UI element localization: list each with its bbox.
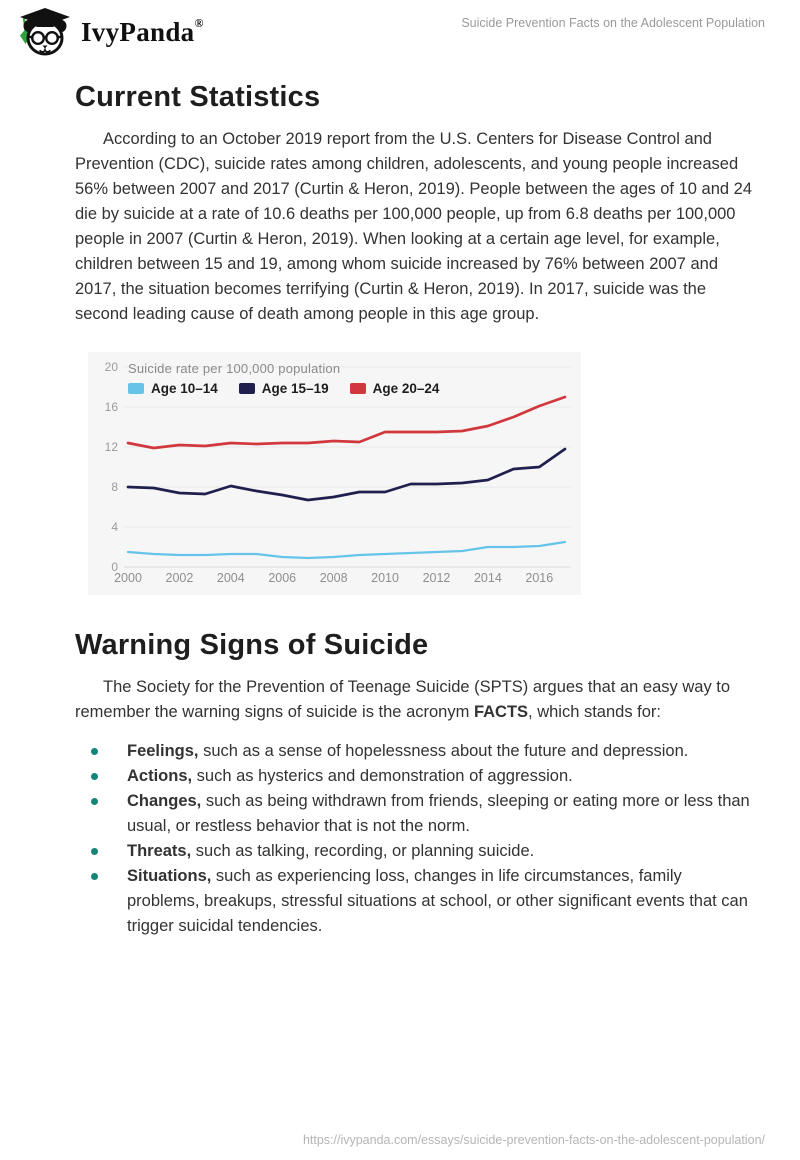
legend-swatch (349, 383, 366, 394)
legend-label: Age 15–19 (261, 381, 329, 396)
svg-text:2006: 2006 (268, 571, 296, 585)
svg-text:16: 16 (105, 400, 119, 414)
list-text: such as hysterics and demonstration of a… (192, 767, 573, 785)
list-term: Changes, (127, 792, 202, 810)
facts-acronym: FACTS (473, 703, 529, 721)
legend-swatch (238, 383, 255, 394)
paragraph-text: , which stands for: (528, 703, 662, 721)
svg-text:8: 8 (111, 480, 118, 494)
list-item-threats: Threats, such as talking, recording, or … (75, 839, 754, 864)
svg-text:2016: 2016 (525, 571, 553, 585)
svg-text:4: 4 (111, 520, 118, 534)
chart-title: Suicide rate per 100,000 population (128, 361, 341, 376)
svg-text:20: 20 (105, 360, 119, 374)
document-title: Suicide Prevention Facts on the Adolesce… (461, 16, 765, 30)
paragraph-warning-signs: The Society for the Prevention of Teenag… (75, 675, 754, 725)
registered-mark: ® (194, 16, 204, 30)
legend-label: Age 10–14 (151, 381, 218, 396)
ivypanda-panda-logo-icon (20, 8, 70, 56)
legend-item-age-15-19: Age 15–19 (238, 381, 329, 396)
list-item-feelings: Feelings, such as a sense of hopelessnes… (75, 739, 754, 764)
bullet-dot (91, 748, 98, 755)
list-term: Threats, (127, 842, 192, 860)
list-item-actions: Actions, such as hysterics and demonstra… (75, 764, 754, 789)
chart-header: Suicide rate per 100,000 population Age … (128, 361, 439, 396)
legend-swatch (128, 383, 144, 394)
bullet-dot (91, 798, 98, 805)
bullet-dot (91, 848, 98, 855)
svg-text:2002: 2002 (166, 571, 194, 585)
bullet-dot (91, 773, 98, 780)
svg-text:2008: 2008 (320, 571, 348, 585)
svg-text:2014: 2014 (474, 571, 502, 585)
chart-plot-area: 0 4 8 12 16 20 2000 2002 2004 2006 2008 2010 2012 201… (105, 360, 571, 585)
paragraph-text: The Society for the Prevention of Teenag… (75, 678, 731, 721)
list-text: such as a sense of hopelessness about th… (198, 742, 689, 760)
heading-warning-signs: Warning Signs of Suicide (75, 629, 429, 661)
list-term: Feelings, (127, 742, 199, 760)
chart-legend: Age 10–14 Age 15–19 Age 20–24 (128, 381, 439, 396)
legend-item-age-10-14: Age 10–14 (128, 381, 218, 396)
source-url: https://ivypanda.com/essays/suicide-prev… (302, 1133, 765, 1147)
list-text: such as experiencing loss, changes in li… (127, 867, 748, 935)
page-header: IvyPanda® Suicide Prevention Facts on th… (0, 0, 800, 58)
facts-list: Feelings, such as a sense of hopelessnes… (75, 739, 754, 939)
legend-item-age-20-24: Age 20–24 (349, 381, 440, 396)
list-term: Actions, (127, 767, 193, 785)
bullet-dot (91, 873, 98, 880)
svg-text:2004: 2004 (217, 571, 245, 585)
brand: IvyPanda® (14, 8, 204, 56)
legend-label: Age 20–24 (372, 381, 440, 396)
page-footer: https://ivypanda.com/essays/suicide-prev… (303, 1133, 765, 1147)
svg-text:0: 0 (111, 560, 118, 574)
svg-text:12: 12 (105, 440, 119, 454)
brand-name: IvyPanda® (81, 16, 204, 47)
svg-text:2000: 2000 (114, 571, 142, 585)
list-item-changes: Changes, such as being withdrawn from fr… (75, 789, 754, 839)
list-text: such as being withdrawn from friends, sl… (127, 792, 750, 835)
content: Current Statistics According to an Octob… (0, 80, 800, 939)
suicide-rate-chart: 0 4 8 12 16 20 2000 2002 2004 2006 2008 2010 2012 201… (88, 352, 581, 595)
list-term: Situations, (127, 867, 212, 885)
svg-text:2012: 2012 (423, 571, 451, 585)
list-item-situations: Situations, such as experiencing loss, c… (75, 864, 754, 939)
paragraph-current-statistics: According to an October 2019 report from… (75, 130, 752, 323)
list-text: such as talking, recording, or planning … (191, 842, 535, 860)
heading-current-statistics: Current Statistics (75, 81, 321, 113)
svg-text:2010: 2010 (371, 571, 399, 585)
